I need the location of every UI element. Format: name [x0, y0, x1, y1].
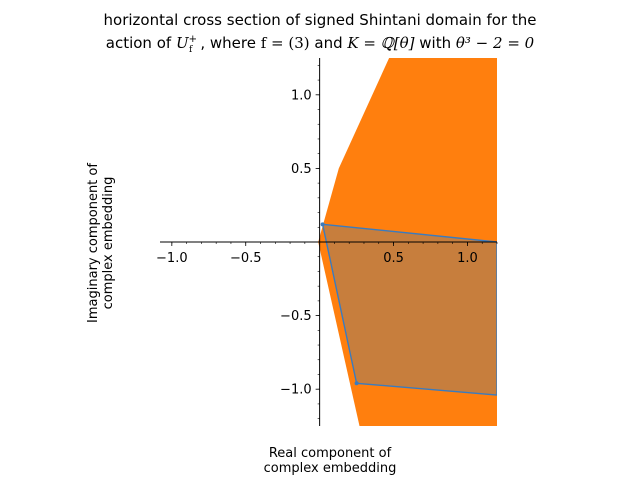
region-blue-edge — [321, 223, 497, 396]
y-tick-label: 0.5 — [291, 162, 312, 177]
y-tick-label: −0.5 — [280, 309, 312, 324]
y-tick-label: −1.0 — [280, 383, 312, 398]
region-overlap — [322, 224, 497, 396]
title-text-and: and — [309, 34, 348, 52]
title-text-with: with — [414, 34, 456, 52]
vertex-point-1 — [354, 381, 359, 386]
x-axis-label-line-2: complex embedding — [263, 461, 397, 476]
x-tick-label: 0.5 — [383, 251, 404, 266]
y-axis-label-line-2: complex embedding — [101, 176, 116, 310]
y-axis-label: Imaginary component of complex embedding — [86, 143, 116, 343]
x-axis-label: Real component of complex embedding — [230, 446, 430, 476]
x-tick-label: 1.0 — [457, 251, 478, 266]
chart-title-line-1: horizontal cross section of signed Shint… — [103, 11, 537, 29]
y-tick-label: 1.0 — [291, 88, 312, 103]
title-math-U: U — [175, 34, 189, 52]
title-math-K: K = ℚ[θ] — [347, 34, 415, 52]
x-tick-label: −0.5 — [230, 251, 262, 266]
title-math-poly: θ³ − 2 = 0 — [455, 34, 535, 52]
x-tick-label: −1.0 — [156, 251, 188, 266]
title-math-U-sup: + — [188, 34, 197, 45]
title-text-action: action of — [105, 34, 176, 52]
y-axis-label-line-1: Imaginary component of — [86, 163, 101, 323]
title-math-f: f = (3) — [260, 34, 310, 52]
x-axis-label-line-1: Real component of — [268, 446, 392, 461]
title-math-U-sub: f — [188, 45, 193, 55]
chart-axes: −1.0 −0.5 0.5 1.0 1.0 0.5 −0.5 −1.0 — [156, 58, 498, 426]
vertex-point-0 — [320, 222, 325, 227]
chart-title-line-2: action of U+f , where f = (3) and K = ℚ[θ… — [0, 34, 640, 55]
title-text-where: , where — [200, 34, 261, 52]
